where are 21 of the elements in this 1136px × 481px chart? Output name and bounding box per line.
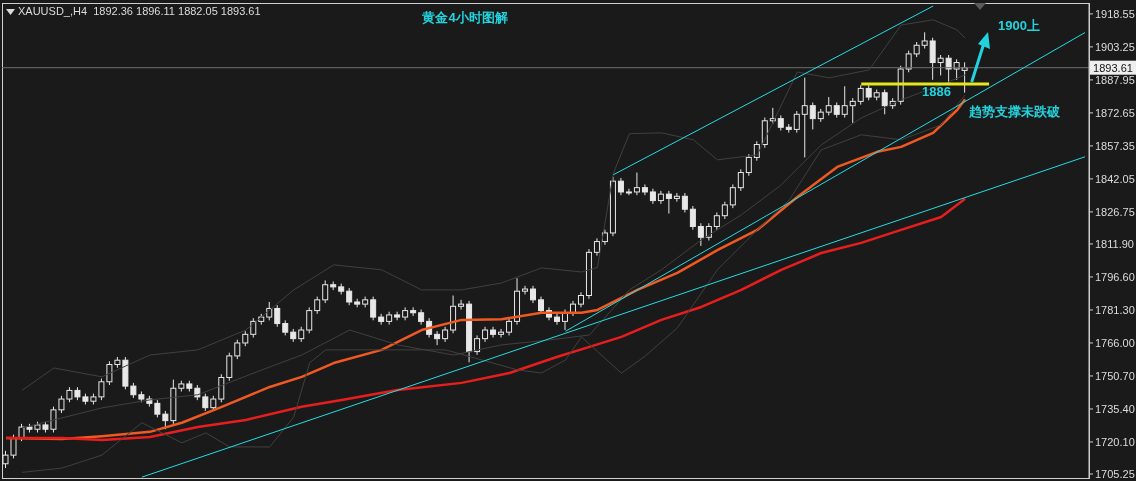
y-tick-label: 1766.00 bbox=[1095, 336, 1135, 349]
annotation: 1886 bbox=[922, 84, 951, 99]
y-tick-label: 1750.70 bbox=[1095, 369, 1135, 382]
y-tick-label: 1872.65 bbox=[1095, 106, 1135, 119]
y-tick-label: 1781.30 bbox=[1095, 303, 1135, 316]
y-tick-label: 1796.60 bbox=[1095, 270, 1135, 283]
y-tick-label: 1826.75 bbox=[1095, 205, 1135, 218]
y-tick-label: 1903.25 bbox=[1095, 40, 1135, 53]
annotation: XAUUSD_,H4 1892.36 1896.11 1882.05 1893.61 bbox=[18, 5, 261, 17]
text: 黄金4小时图解 bbox=[421, 9, 509, 27]
y-tick-label: 1735.40 bbox=[1095, 402, 1135, 415]
y-tick-label: 1842.05 bbox=[1095, 172, 1135, 185]
y-tick-label: 1918.55 bbox=[1095, 7, 1135, 20]
ref-line-label: 1893.61 bbox=[1093, 61, 1133, 74]
annotation: 1900上 bbox=[998, 17, 1040, 35]
y-tick-label: 1887.95 bbox=[1095, 73, 1135, 86]
annotation: 趋势支撑未跌破 bbox=[969, 103, 1060, 121]
y-tick-label: 1811.90 bbox=[1095, 237, 1134, 250]
y-tick-label: 1705.25 bbox=[1095, 467, 1135, 480]
y-tick-label: 1857.35 bbox=[1095, 139, 1135, 152]
y-tick-label: 1720.10 bbox=[1095, 435, 1135, 448]
